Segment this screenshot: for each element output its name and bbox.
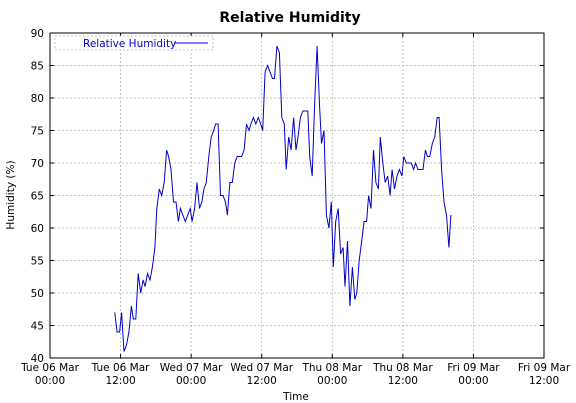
humidity-series-line	[114, 45, 452, 352]
x-tick-label-day: Wed 07 Mar	[230, 362, 293, 374]
x-tick-label-time: 12:00	[247, 375, 277, 387]
y-axis-label: Humidity (%)	[5, 160, 17, 229]
y-tick-label: 45	[31, 321, 44, 333]
y-tick-label: 90	[31, 28, 44, 40]
x-axis-label: Time	[282, 391, 309, 403]
y-tick-label: 65	[31, 191, 44, 203]
legend: Relative Humidity	[54, 35, 214, 51]
y-tick-label: 60	[31, 223, 44, 235]
legend-box	[54, 35, 214, 51]
x-tick-label-day: Thu 08 Mar	[372, 362, 433, 374]
legend-label: Relative Humidity	[83, 38, 176, 50]
y-tick-label: 55	[31, 256, 44, 268]
x-tick-label-day: Tue 06 Mar	[91, 362, 150, 374]
x-tick-label-day: Thu 08 Mar	[301, 362, 362, 374]
x-tick-label-day: Tue 06 Mar	[20, 362, 79, 374]
x-tick-label-time: 12:00	[529, 375, 559, 387]
y-tick-label: 40	[31, 353, 44, 365]
x-tick-label-time: 00:00	[317, 375, 347, 387]
x-tick-label-day: Fri 09 Mar	[447, 362, 500, 374]
y-tick-label: 80	[31, 93, 44, 105]
x-tick-label-time: 12:00	[105, 375, 135, 387]
x-tick-label-time: 12:00	[388, 375, 418, 387]
x-tick-label-time: 00:00	[458, 375, 488, 387]
y-tick-label: 85	[31, 61, 44, 73]
chart-title: Relative Humidity	[219, 10, 360, 26]
y-tick-label: 75	[31, 126, 44, 138]
y-tick-label: 70	[31, 158, 44, 170]
x-tick-label-time: 00:00	[35, 375, 65, 387]
x-tick-label-day: Fri 09 Mar	[518, 362, 571, 374]
y-axis-ticks: 40 45 50 55 60 65 70 75 80 85 90	[31, 28, 544, 365]
x-tick-label-time: 00:00	[176, 375, 206, 387]
y-tick-label: 50	[31, 288, 44, 300]
plot-frame	[49, 32, 545, 359]
x-tick-label-day: Wed 07 Mar	[160, 362, 223, 374]
